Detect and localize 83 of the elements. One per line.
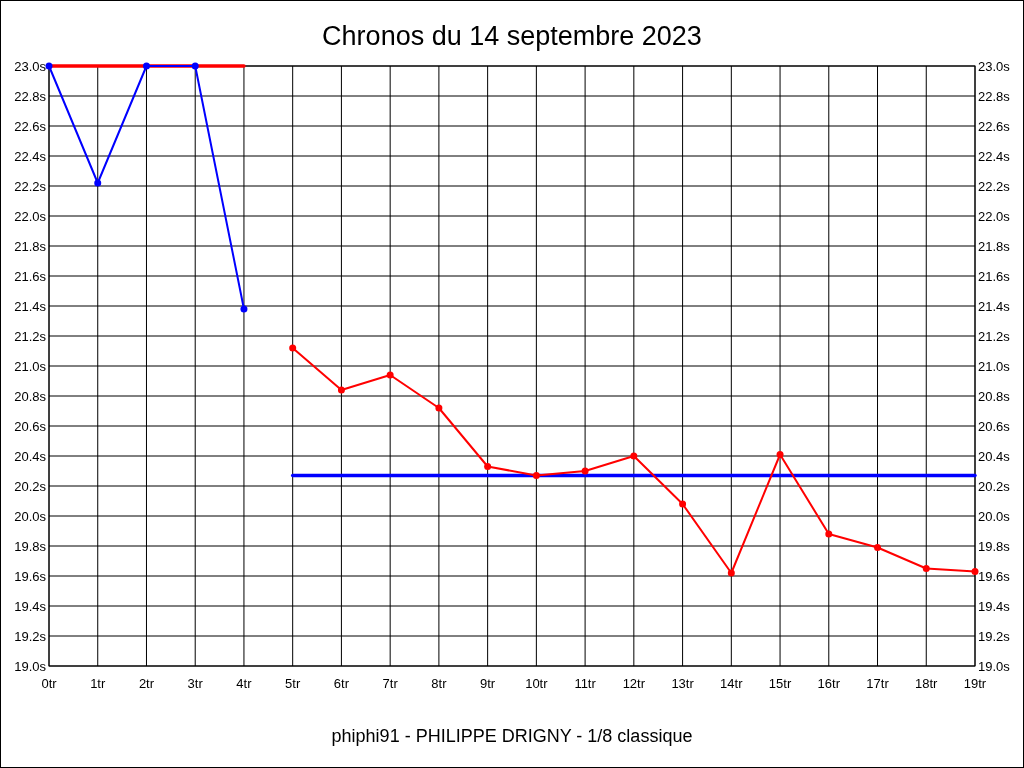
- x-tick-label: 9tr: [480, 676, 496, 691]
- point: [581, 467, 589, 475]
- y-tick-label: 20.4s: [14, 448, 47, 464]
- point: [532, 472, 540, 479]
- y2-tick-label: 19.4s: [978, 598, 1011, 614]
- point: [630, 452, 638, 460]
- point: [240, 305, 248, 313]
- point: [191, 62, 199, 70]
- point: [874, 544, 882, 551]
- y2-tick-label: 21.8s: [978, 238, 1011, 254]
- x-tick-label: 12tr: [622, 676, 646, 691]
- point: [776, 451, 784, 458]
- text: phiphi91 - PHILIPPE DRIGNY - 1/8 classique: [331, 726, 693, 746]
- point: [386, 371, 394, 379]
- x-tick-label: 19tr: [963, 676, 987, 691]
- y2-tick-label: 22.6s: [978, 118, 1011, 134]
- x-tick-label: 3tr: [187, 676, 204, 691]
- y-tick-label: 20.6s: [14, 418, 47, 434]
- y-tick-label: 22.4s: [14, 148, 47, 164]
- y-tick-label: 23.0s: [14, 58, 47, 74]
- y2-tick-label: 22.0s: [978, 208, 1011, 224]
- y2-tick-label: 21.6s: [978, 268, 1011, 284]
- point: [337, 386, 345, 394]
- y-tick-label: 21.6s: [14, 268, 47, 284]
- y2-tick-label: 20.0s: [978, 508, 1011, 524]
- y2-tick-label: 20.8s: [978, 388, 1011, 404]
- y2-tick-label: 21.4s: [978, 298, 1011, 314]
- point: [435, 404, 443, 412]
- x-tick-label: 13tr: [671, 676, 695, 691]
- y2-tick-label: 22.4s: [978, 148, 1011, 164]
- point: [727, 569, 735, 577]
- y-tick-label: 20.8s: [14, 388, 47, 404]
- y2-tick-label: 21.0s: [978, 358, 1011, 374]
- x-tick-label: 16tr: [817, 676, 841, 691]
- y2-tick-label: 19.2s: [978, 628, 1011, 644]
- y2-tick-label: 23.0s: [978, 58, 1011, 74]
- x-tick-label: 11tr: [574, 676, 597, 691]
- point: [679, 500, 687, 508]
- point: [825, 530, 833, 538]
- y-tick-label: 19.4s: [14, 598, 47, 614]
- x-tick-label: 4tr: [236, 676, 253, 691]
- y2-tick-label: 19.8s: [978, 538, 1011, 554]
- y-tick-label: 21.8s: [14, 238, 47, 254]
- y-tick-label: 19.0s: [14, 658, 47, 674]
- y-tick-label: 22.0s: [14, 208, 47, 224]
- y-tick-label: 22.2s: [14, 178, 47, 194]
- y-tick-label: 22.8s: [14, 88, 47, 104]
- y-tick-label: 19.8s: [14, 538, 47, 554]
- y2-tick-label: 22.2s: [978, 178, 1011, 194]
- y-tick-label: 21.4s: [14, 298, 47, 314]
- x-tick-label: 7tr: [382, 676, 399, 691]
- x-tick-label: 5tr: [285, 676, 301, 691]
- chart-title: Chronos du 14 septembre 2023: [322, 21, 702, 51]
- y2-tick-label: 20.4s: [978, 448, 1011, 464]
- x-tick-label: 1tr: [90, 676, 106, 691]
- point: [971, 568, 979, 575]
- x-tick-label: 14tr: [720, 676, 744, 691]
- y2-tick-label: 22.8s: [978, 88, 1011, 104]
- point: [142, 62, 150, 70]
- y2-tick-label: 19.6s: [978, 568, 1011, 584]
- y2-tick-label: 20.6s: [978, 418, 1011, 434]
- point: [484, 463, 492, 470]
- x-tick-label: 10tr: [525, 676, 549, 691]
- x-tick-label: 15tr: [768, 676, 792, 691]
- x-tick-label: 8tr: [431, 676, 448, 691]
- y2-tick-label: 20.2s: [978, 478, 1011, 494]
- y-tick-label: 19.2s: [14, 628, 47, 644]
- y2-tick-label: 21.2s: [978, 328, 1011, 344]
- y-tick-label: 20.2s: [14, 478, 47, 494]
- y-tick-label: 21.0s: [14, 358, 47, 374]
- x-tick-label: 0tr: [41, 676, 58, 691]
- y-tick-label: 19.6s: [14, 568, 47, 584]
- point: [94, 179, 102, 187]
- x-tick-label: 6tr: [333, 676, 350, 691]
- point: [289, 344, 297, 352]
- y-tick-label: 20.0s: [14, 508, 47, 524]
- y-tick-label: 22.6s: [14, 118, 47, 134]
- x-tick-label: 18tr: [915, 676, 939, 691]
- y-tick-label: 21.2s: [14, 328, 47, 344]
- point: [922, 565, 930, 572]
- x-tick-label: 17tr: [866, 676, 890, 691]
- x-tick-label: 2tr: [138, 676, 155, 691]
- y2-tick-label: 19.0s: [978, 658, 1011, 674]
